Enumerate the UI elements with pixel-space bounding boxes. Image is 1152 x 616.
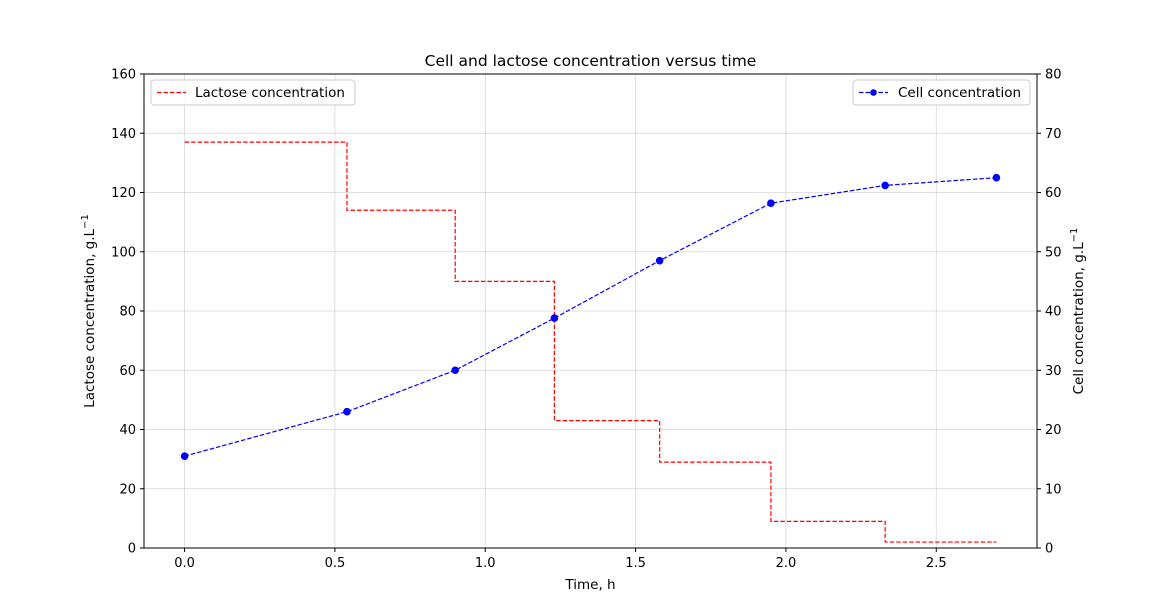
y-left-axis-label-text: Lactose concentration, g.L [82,228,98,407]
y-right-tick-label: 70 [1045,127,1062,142]
y-left-tick-label: 100 [111,245,136,260]
y-right-tick-label: 60 [1045,186,1062,201]
y-right-tick-label: 10 [1045,482,1062,497]
x-tick-label: 1.5 [625,556,646,571]
y-left-axis-label-superscript: −1 [80,214,91,229]
axes-layer [140,73,1041,552]
series-layer [180,141,1001,543]
lactose-legend-box [150,79,356,106]
y-left-tick-label: 20 [119,482,136,497]
cell-line [184,177,997,457]
y-right-tick-label: 0 [1045,542,1053,557]
y-left-tick-label: 40 [119,423,136,438]
x-tick-label: 0.0 [174,556,195,571]
cell-data-point [343,407,351,416]
y-left-tick-label: 120 [111,186,136,201]
y-left-tick-label: 0 [128,542,136,557]
x-tick-label: 2.5 [926,556,947,571]
y-right-tick-label: 30 [1045,364,1062,379]
labels-layer: 0.0 0.5 1.0 1.5 2.0 2.5 0 20 40 60 80 100 120 140 160 0… [80,52,1087,593]
x-tick-label: 1.0 [475,556,496,571]
cell-data-point [992,173,1001,182]
chart-title: Cell and lactose concentration versus ti… [425,52,757,70]
y-right-tick-label: 80 [1045,68,1062,83]
x-tick-label: 0.5 [325,556,346,571]
y-right-axis-label-superscript: −1 [1069,228,1080,243]
cell-legend-label: Cell concentration [898,85,1021,101]
y-right-axis-label: Cell concentration, g.L−1 [1069,228,1087,395]
y-right-tick-label: 50 [1045,245,1062,260]
y-left-axis-label: Lactose concentration, g.L−1 [80,214,98,408]
y-left-tick-label: 140 [111,127,136,142]
lactose-step-line [184,141,997,543]
legend-layer: Lactose concentration Cell concentration [150,79,1031,106]
y-right-tick-label: 20 [1045,423,1062,438]
x-axis-label: Time, h [564,577,615,593]
cell-data-point [550,314,559,322]
cell-legend-marker [870,89,877,96]
y-left-tick-label: 60 [119,364,136,379]
lactose-legend-label: Lactose concentration [195,85,345,101]
x-tick-label: 2.0 [776,556,797,571]
cell-data-point [881,181,889,190]
cell-data-point [655,256,664,265]
cell-data-point [180,452,189,460]
grid-lines [144,73,1037,549]
y-left-tick-label: 80 [119,305,136,320]
y-right-axis-label-text: Cell concentration, g.L [1071,242,1087,394]
y-right-tick-label: 40 [1045,305,1062,320]
cell-data-point [767,199,775,207]
cell-data-point [451,366,459,375]
cell-legend-box [852,79,1031,106]
y-left-tick-label: 160 [111,68,136,83]
